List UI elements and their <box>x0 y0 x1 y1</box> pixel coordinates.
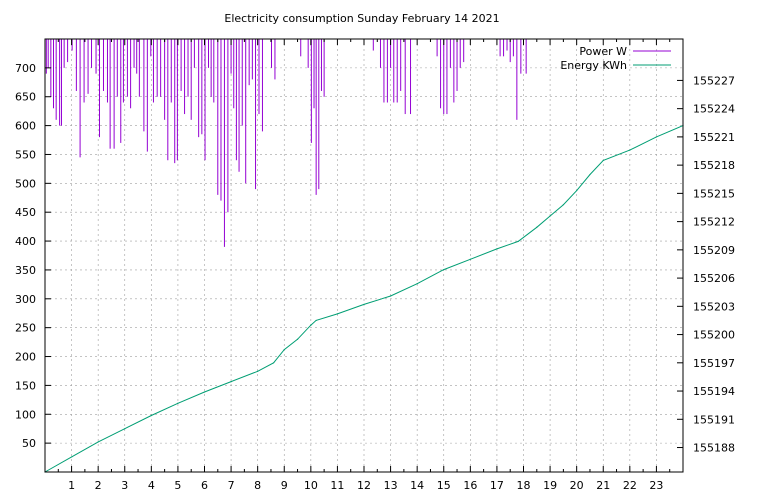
x-tick-label: 14 <box>410 479 424 492</box>
x-tick-label: 13 <box>384 479 398 492</box>
energy-point <box>203 391 206 393</box>
energy-point <box>576 189 578 192</box>
y-right-tick-label: 155209 <box>693 244 735 257</box>
energy-point <box>336 313 339 315</box>
y-left-tick-label: 300 <box>15 293 36 306</box>
legend-label-power: Power W <box>579 45 627 58</box>
axes: 1 2 3 4 5 6 7 8 9 10 11 12 13 14 15 16 17 18 19 20 21 22 23501… <box>15 39 735 492</box>
power-series <box>45 39 527 247</box>
y-right-tick-label: 155197 <box>693 357 735 370</box>
x-tick-label: 5 <box>174 479 181 492</box>
x-tick-label: 23 <box>649 479 663 492</box>
y-left-tick-label: 150 <box>15 379 36 392</box>
energy-point <box>389 295 392 297</box>
energy-point <box>97 441 99 443</box>
y-right-tick-label: 155191 <box>693 413 735 426</box>
y-right-tick-label: 155221 <box>693 131 735 144</box>
y-left-tick-label: 700 <box>15 62 36 75</box>
energy-point <box>230 381 232 383</box>
y-right-tick-label: 155215 <box>693 187 735 200</box>
energy-point <box>443 269 445 271</box>
energy-series <box>44 125 684 473</box>
energy-point <box>469 258 471 260</box>
y-right-tick-label: 155227 <box>693 74 735 87</box>
energy-point <box>273 362 275 364</box>
x-tick-label: 16 <box>463 479 477 492</box>
x-tick-label: 2 <box>95 479 102 492</box>
legend-label-energy: Energy KWh <box>560 59 627 72</box>
x-tick-label: 4 <box>148 479 155 492</box>
y-right-tick-label: 155203 <box>693 300 735 313</box>
chart-title: Electricity consumption Sunday February … <box>224 12 499 25</box>
y-right-tick-label: 155212 <box>693 216 735 229</box>
x-tick-label: 9 <box>281 479 288 492</box>
y-left-tick-label: 250 <box>15 322 36 335</box>
y-left-tick-label: 100 <box>15 408 36 421</box>
energy-point <box>177 402 179 404</box>
y-right-tick-label: 155188 <box>693 442 735 455</box>
x-tick-label: 6 <box>201 479 208 492</box>
x-tick-label: 11 <box>330 479 344 492</box>
y-left-tick-label: 450 <box>15 206 36 219</box>
y-left-tick-label: 550 <box>15 148 36 161</box>
energy-point <box>416 283 418 285</box>
x-tick-label: 20 <box>570 479 584 492</box>
energy-point <box>629 149 631 151</box>
legend: Power W Energy KWh <box>560 45 671 72</box>
y-left-tick-label: 500 <box>15 177 36 190</box>
y-left-tick-label: 200 <box>15 351 36 364</box>
energy-point <box>517 240 519 242</box>
x-tick-label: 10 <box>304 479 318 492</box>
energy-point <box>310 324 312 326</box>
x-tick-label: 8 <box>254 479 261 492</box>
energy-point <box>70 456 73 458</box>
x-tick-label: 3 <box>121 479 128 492</box>
energy-point <box>589 173 591 176</box>
y-right-tick-label: 155200 <box>693 329 735 342</box>
y-left-tick-label: 350 <box>15 264 36 277</box>
energy-point <box>562 204 564 206</box>
y-right-tick-label: 155194 <box>693 385 735 398</box>
energy-point <box>283 349 285 351</box>
x-tick-label: 18 <box>517 479 531 492</box>
x-tick-label: 19 <box>543 479 557 492</box>
y-left-tick-label: 600 <box>15 120 36 133</box>
y-left-tick-label: 50 <box>22 437 36 450</box>
x-tick-label: 17 <box>490 479 504 492</box>
x-tick-label: 12 <box>357 479 371 492</box>
x-tick-label: 15 <box>437 479 451 492</box>
energy-point <box>549 215 551 217</box>
energy-point <box>536 226 538 228</box>
energy-point <box>150 414 152 417</box>
y-right-tick-label: 155218 <box>693 159 735 172</box>
y-right-tick-label: 155206 <box>693 272 735 285</box>
energy-point <box>315 319 317 322</box>
x-tick-label: 7 <box>228 479 235 492</box>
energy-point <box>124 428 126 430</box>
x-tick-label: 21 <box>596 479 610 492</box>
y-left-tick-label: 400 <box>15 235 36 248</box>
x-tick-label: 1 <box>68 479 75 492</box>
x-tick-label: 22 <box>623 479 637 492</box>
energy-point <box>496 248 498 250</box>
y-left-tick-label: 650 <box>15 91 36 104</box>
energy-point <box>655 136 658 138</box>
energy-point <box>296 338 299 340</box>
energy-point <box>363 303 365 306</box>
y-right-tick-label: 155224 <box>693 103 735 116</box>
energy-point <box>257 370 259 372</box>
energy-point <box>602 159 604 162</box>
grid <box>45 39 683 472</box>
